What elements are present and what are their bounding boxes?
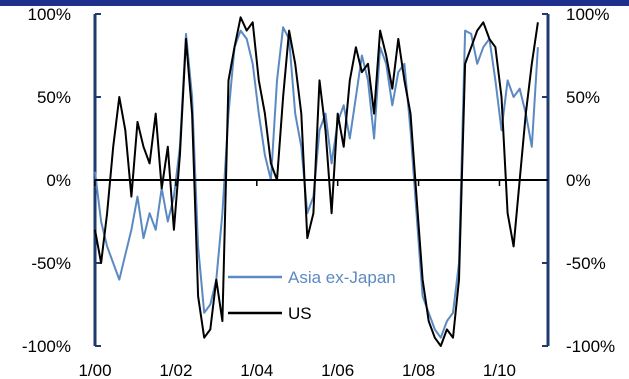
x-tick-label: 1/08 — [402, 361, 435, 379]
y-right-tick-label: -100% — [566, 337, 615, 356]
y-left-tick-label: 50% — [37, 88, 71, 107]
legend-label-asia-ex-japan: Asia ex-Japan — [288, 268, 396, 287]
y-left-tick-label: 0% — [46, 171, 71, 190]
x-tick-label: 1/00 — [78, 361, 111, 379]
series-line-us — [94, 16, 539, 347]
y-right-tick-label: 100% — [566, 5, 609, 24]
legend-label-us: US — [288, 304, 312, 323]
top-accent-bar — [0, 0, 629, 6]
x-tick-label: 1/04 — [240, 361, 273, 379]
y-left-tick-label: -50% — [31, 254, 71, 273]
x-axis-labels: 1/00 1/02 1/04 1/06 1/08 1/10 — [78, 361, 516, 379]
y-axis-left-labels: 100% 50% 0% -50% -100% — [22, 5, 71, 356]
x-tick-label: 1/06 — [321, 361, 354, 379]
y-left-tick-label: 100% — [28, 5, 71, 24]
y-axis-right-labels: 100% 50% 0% -50% -100% — [566, 5, 615, 356]
y-right-tick-label: 0% — [566, 171, 591, 190]
series-layer — [94, 16, 539, 347]
legend: Asia ex-Japan US — [228, 268, 396, 323]
y-right-tick-label: 50% — [566, 88, 600, 107]
y-right-tick-label: -50% — [566, 254, 606, 273]
y-left-tick-label: -100% — [22, 337, 71, 356]
x-axis-ticks — [94, 180, 501, 186]
x-tick-label: 1/02 — [159, 361, 192, 379]
x-tick-label: 1/10 — [483, 361, 516, 379]
